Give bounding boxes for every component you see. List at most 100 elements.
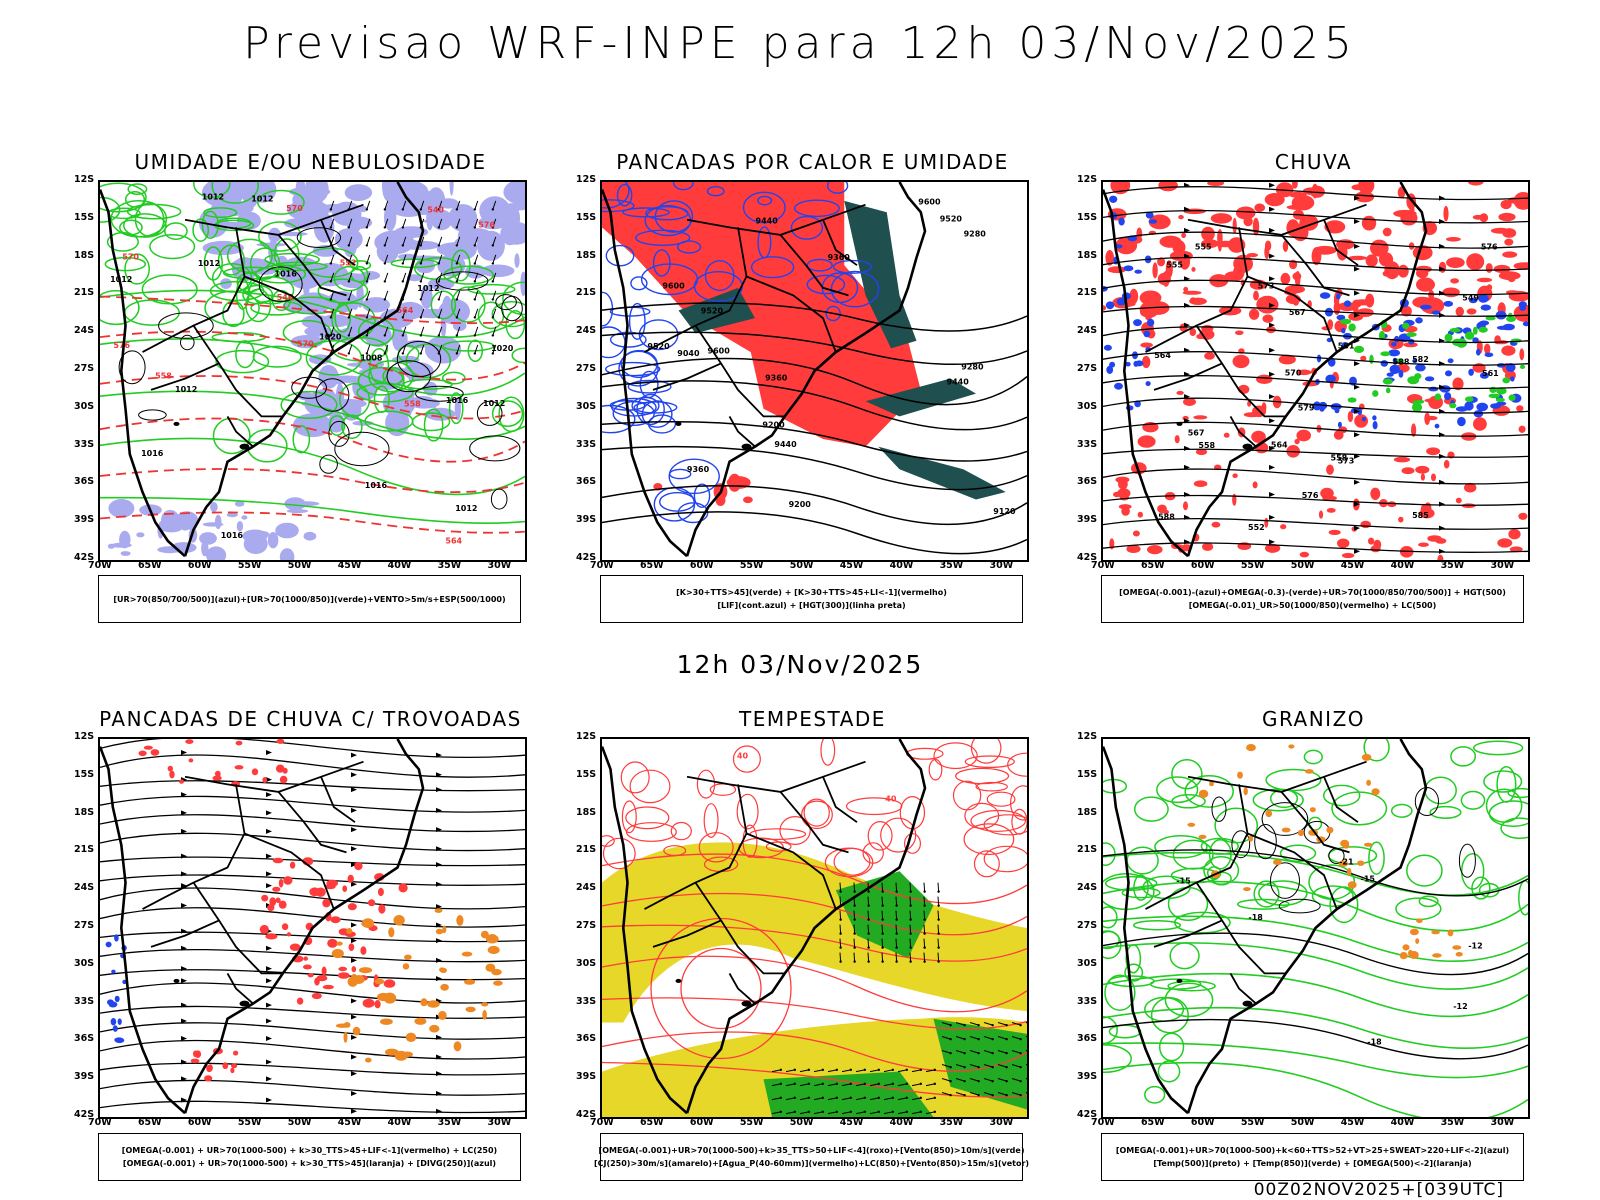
- lon-tick-label: 50W: [789, 1117, 814, 1128]
- lat-tick-label: 15S: [1077, 768, 1098, 780]
- contour-label: 1008: [360, 353, 383, 362]
- lon-tick-label: 45W: [337, 560, 362, 571]
- lon-tick-label: 40W: [1390, 1117, 1415, 1128]
- lat-tick-label: 30S: [576, 957, 597, 969]
- lat-tick-label: 30S: [576, 400, 597, 412]
- contour-label: 573: [1338, 456, 1355, 465]
- lat-tick-label: 27S: [576, 920, 597, 931]
- contour-label: -15: [1361, 874, 1376, 883]
- lon-tick-label: 65W: [1140, 1117, 1165, 1128]
- contour-label: 582: [1412, 355, 1429, 364]
- lat-tick-label: 33S: [1077, 438, 1098, 450]
- lon-tick-label: 65W: [137, 1117, 162, 1128]
- valid-time-label: 12h 03/Nov/2025: [676, 650, 924, 679]
- lat-tick-label: 36S: [74, 476, 95, 488]
- lat-tick-label: 12S: [1077, 731, 1098, 742]
- contour-label: 9360: [828, 253, 851, 262]
- contour-label: 570: [122, 252, 139, 261]
- contour-label: 9520: [647, 342, 670, 351]
- lat-tick-label: 18S: [1077, 249, 1098, 261]
- lat-tick-label: 27S: [74, 920, 95, 931]
- lon-tick-label: 35W: [437, 1117, 462, 1128]
- lon-tick-label: 40W: [1390, 560, 1415, 571]
- contour-label: 576: [113, 341, 130, 350]
- lat-tick-label: 42S: [576, 1109, 597, 1120]
- lon-tick-label: 40W: [387, 1117, 412, 1128]
- lon-tick-label: 45W: [1340, 560, 1365, 571]
- lon-tick-label: 70W: [1091, 1117, 1115, 1128]
- lat-tick-label: 21S: [74, 844, 95, 856]
- contour-label: 561: [1482, 369, 1499, 378]
- lat-tick-label: 18S: [74, 249, 95, 261]
- contour-label: 40: [737, 752, 749, 761]
- contour-label: 9200: [762, 421, 785, 430]
- contour-label: 1016: [446, 396, 469, 405]
- lat-tick-label: 42S: [74, 1109, 95, 1120]
- contour-label: 40: [885, 795, 897, 804]
- lat-tick-label: 27S: [576, 363, 597, 374]
- contour-label: 1012: [110, 275, 132, 284]
- contour-label: 585: [1412, 511, 1429, 520]
- lat-tick-label: 27S: [74, 363, 95, 374]
- contour-label: 564: [397, 306, 414, 315]
- lon-tick-label: 65W: [639, 1117, 664, 1128]
- lon-tick-label: 60W: [187, 560, 212, 571]
- legend-line: [K>30+TTS>45](verde) + [K>30+TTS>45+LI<-…: [676, 588, 947, 597]
- panel-4-legend: [OMEGA(-0.001) + UR>70(1000-500) + k>30_…: [98, 1133, 521, 1181]
- contour-label: 1016: [141, 449, 164, 458]
- lon-tick-label: 65W: [1140, 560, 1165, 571]
- lon-tick-label: 55W: [1240, 1117, 1265, 1128]
- lon-tick-label: 60W: [1190, 1117, 1215, 1128]
- lat-tick-label: 27S: [1077, 920, 1098, 931]
- lon-tick-label: 50W: [1290, 1117, 1315, 1128]
- lat-tick-label: 15S: [74, 768, 95, 780]
- lat-tick-label: 30S: [74, 400, 95, 412]
- contour-label: 9520: [701, 306, 724, 315]
- lon-tick-label: 55W: [237, 1117, 262, 1128]
- lat-tick-label: 21S: [74, 287, 95, 299]
- lat-tick-label: 18S: [74, 806, 95, 818]
- lat-tick-label: 24S: [1077, 882, 1098, 894]
- legend-line: [LIF](cont.azul) + [HGT(300)](linha pret…: [717, 601, 906, 610]
- lat-tick-label: 27S: [1077, 363, 1098, 374]
- panel-1-title: UMIDADE E/OU NEBULOSIDADE: [134, 150, 487, 174]
- contour-label: 9520: [940, 214, 963, 223]
- contour-label: -18: [1248, 913, 1263, 922]
- panel-3-title: CHUVA: [1274, 150, 1353, 174]
- lon-tick-label: 30W: [989, 560, 1014, 571]
- lat-tick-label: 18S: [576, 249, 597, 261]
- lat-tick-label: 39S: [74, 1071, 95, 1083]
- lon-tick-label: 70W: [88, 1117, 112, 1128]
- panel-2-legend: [K>30+TTS>45](verde) + [K>30+TTS>45+LI<-…: [600, 575, 1023, 623]
- lon-tick-label: 70W: [88, 560, 112, 571]
- panel-1-legend: [UR>70(850/700/500)](azul)+[UR>70(1000/8…: [98, 575, 521, 623]
- contour-label: 588: [1158, 512, 1175, 521]
- contour-label: 573: [1258, 282, 1275, 291]
- lat-tick-label: 30S: [1077, 400, 1098, 412]
- contour-label: 9600: [708, 346, 731, 355]
- lon-tick-label: 40W: [387, 560, 412, 571]
- lat-tick-label: 15S: [74, 211, 95, 223]
- lon-tick-label: 35W: [1440, 1117, 1465, 1128]
- panel-3-map: 588 585 582 579 576 573 570 567 564 561 558 555 552 5…: [1101, 180, 1530, 562]
- contour-label: 9360: [687, 465, 710, 474]
- coastline-and-borders: [602, 739, 927, 1115]
- contour-label: 1016: [221, 531, 244, 540]
- contour-label: 1012: [455, 504, 477, 513]
- contour-label: 9280: [961, 363, 984, 372]
- contour-label: 564: [1271, 440, 1288, 449]
- contour-label: 570: [297, 340, 314, 349]
- contour-label: 9040: [677, 349, 700, 358]
- lon-tick-label: 50W: [287, 560, 312, 571]
- lon-tick-label: 60W: [689, 560, 714, 571]
- contour-label: 552: [340, 259, 357, 268]
- contour-label: 555: [1166, 260, 1183, 269]
- lat-tick-label: 15S: [576, 211, 597, 223]
- contour-label: 576: [478, 221, 495, 230]
- contour-label: 576: [1481, 243, 1498, 252]
- contour-label: 1012: [417, 284, 439, 293]
- lat-tick-label: 33S: [74, 995, 95, 1007]
- lat-tick-label: 42S: [74, 552, 95, 563]
- contour-label: 1012: [202, 193, 224, 202]
- lon-tick-label: 45W: [839, 1117, 864, 1128]
